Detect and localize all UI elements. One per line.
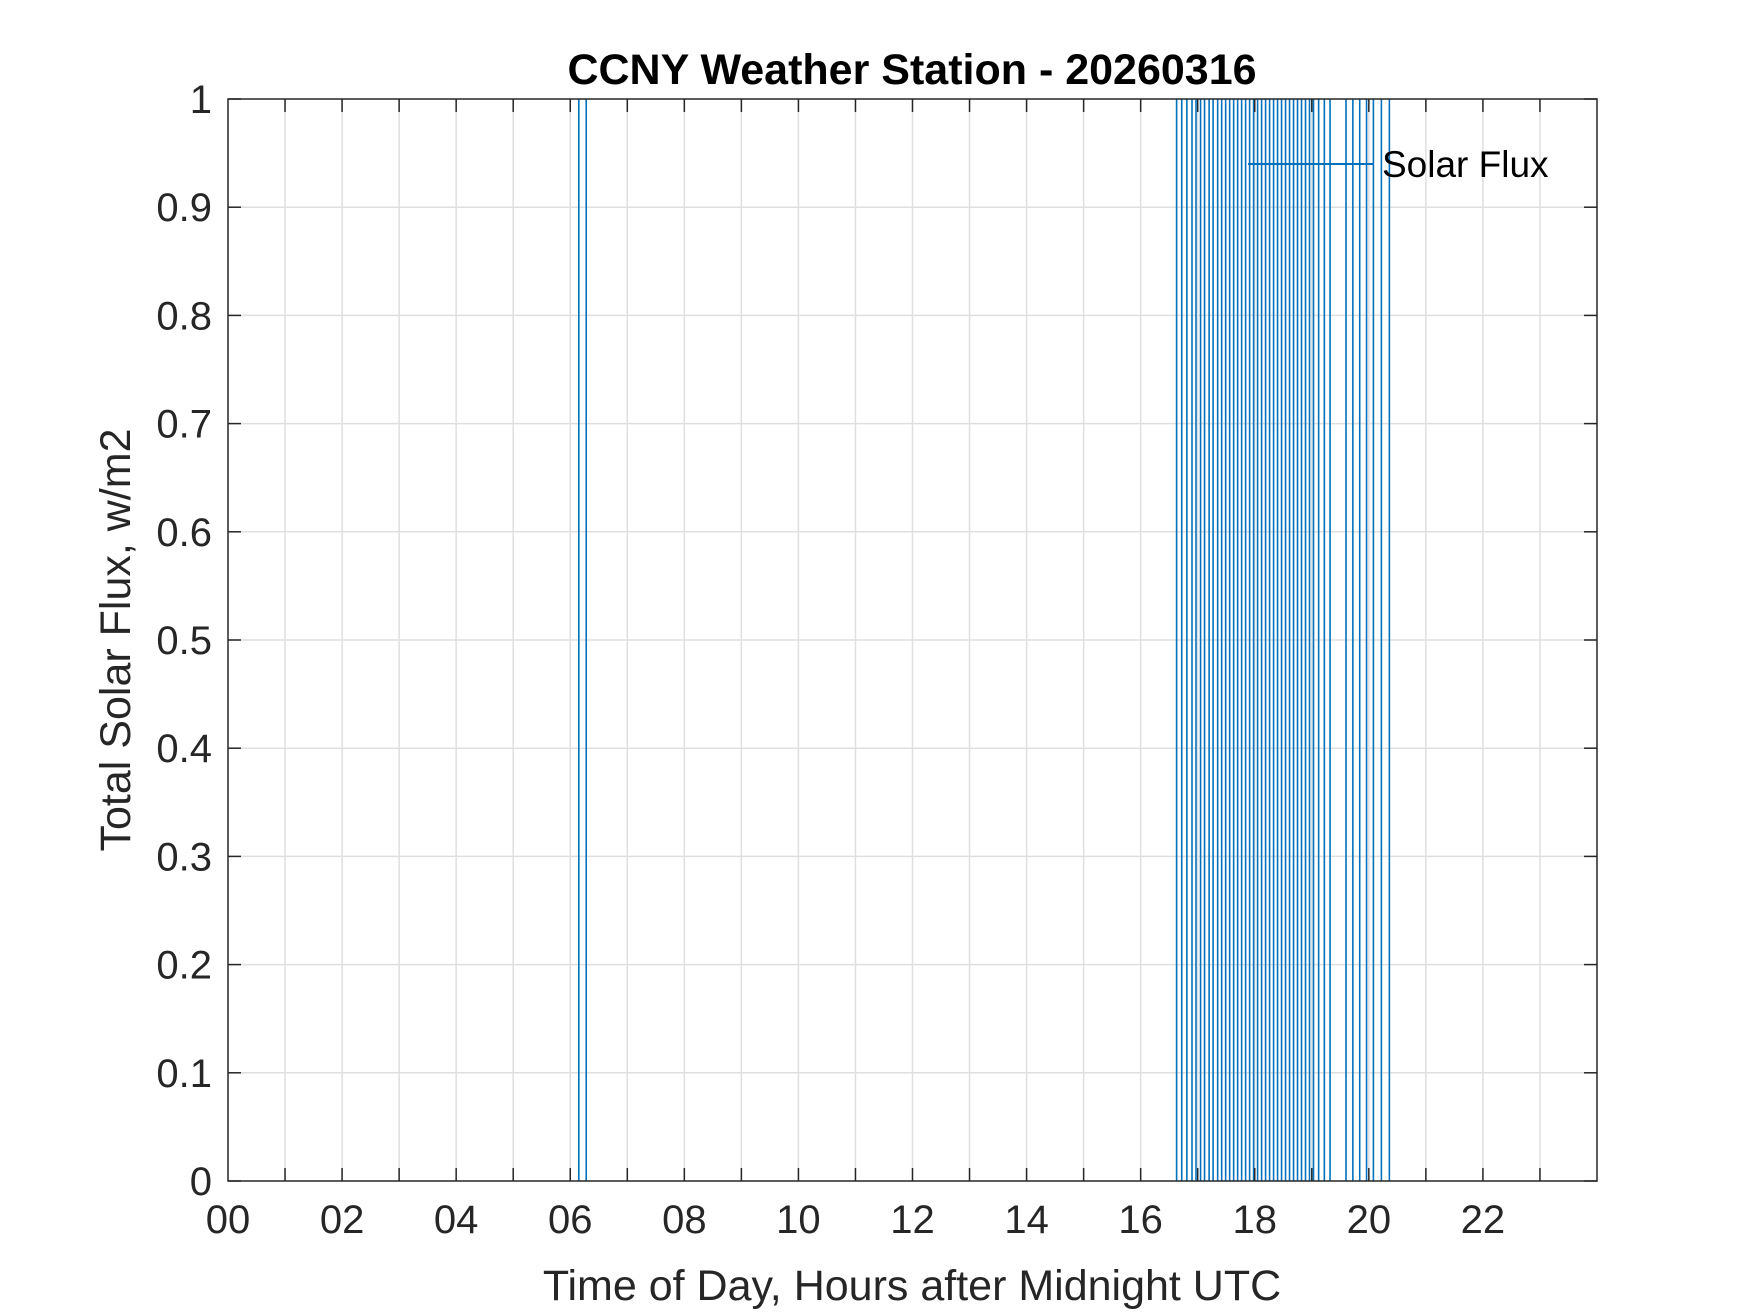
y-tick-label: 0.5 xyxy=(156,619,212,663)
x-tick-label: 00 xyxy=(206,1198,251,1242)
y-tick-label: 0.8 xyxy=(156,294,212,338)
y-axis-label: Total Solar Flux, w/m2 xyxy=(92,429,140,852)
series-solar-flux xyxy=(578,99,1391,1181)
x-tick-label: 14 xyxy=(1004,1198,1049,1242)
tick-marks xyxy=(228,98,1597,1182)
y-tick-label: 0.9 xyxy=(156,186,212,230)
y-tick-label: 0.7 xyxy=(156,403,212,447)
legend-label-solar-flux: Solar Flux xyxy=(1382,144,1549,185)
y-tick-label: 0 xyxy=(190,1160,212,1204)
x-tick-label: 16 xyxy=(1118,1198,1163,1242)
y-tick-label: 0.6 xyxy=(156,511,212,555)
x-tick-label: 08 xyxy=(662,1198,707,1242)
legend: Solar Flux xyxy=(1248,144,1549,185)
x-tick-label: 06 xyxy=(548,1198,593,1242)
x-tick-label: 22 xyxy=(1461,1198,1506,1242)
x-axis-label: Time of Day, Hours after Midnight UTC xyxy=(543,1262,1281,1310)
chart-title: CCNY Weather Station - 20260316 xyxy=(567,46,1256,94)
y-tick-labels: 0 0.1 0.2 0.3 0.4 0.5 0.6 0.7 0.8 0.9 1 xyxy=(156,78,212,1204)
x-tick-label: 12 xyxy=(890,1198,935,1242)
grid xyxy=(228,99,1597,1181)
y-tick-label: 0.3 xyxy=(156,835,212,879)
x-tick-labels: 00 02 04 06 08 10 12 14 16 18 20 22 xyxy=(206,1198,1505,1242)
x-tick-label: 20 xyxy=(1347,1198,1392,1242)
x-tick-label: 04 xyxy=(434,1198,479,1242)
x-tick-label: 18 xyxy=(1233,1198,1278,1242)
y-tick-label: 0.1 xyxy=(156,1052,212,1096)
y-tick-label: 0.4 xyxy=(156,727,212,771)
x-tick-label: 10 xyxy=(776,1198,821,1242)
x-tick-label: 02 xyxy=(320,1198,365,1242)
y-tick-label: 0.2 xyxy=(156,944,212,988)
y-tick-label: 1 xyxy=(190,78,212,122)
